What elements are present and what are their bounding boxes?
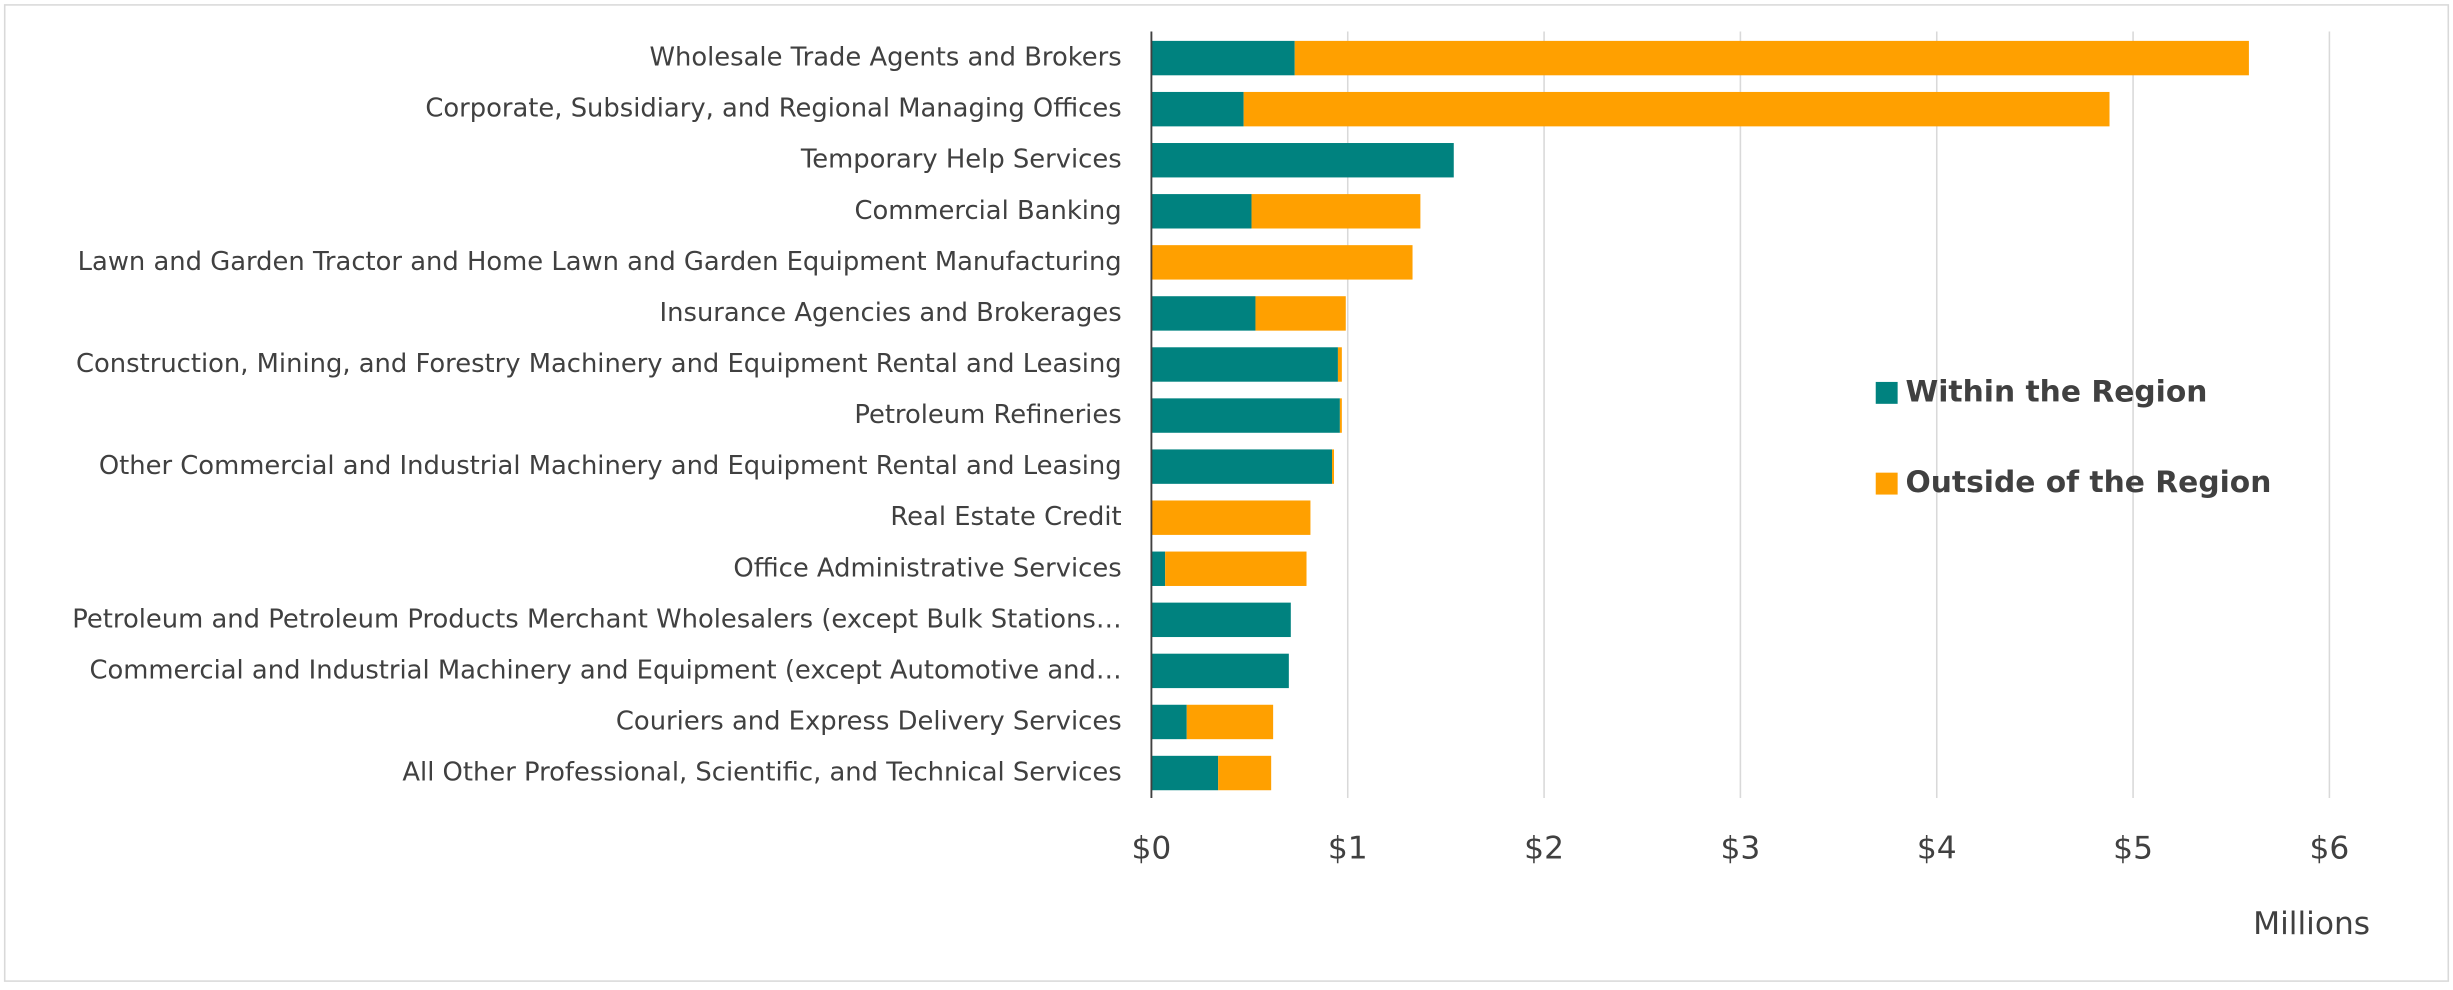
bar [1151, 194, 1252, 229]
bar [1243, 91, 2110, 127]
bar [1151, 296, 1256, 331]
bar [1151, 500, 1311, 535]
x-tick-label: $2 [1524, 831, 1564, 867]
y-tick-label: Corporate, Subsidiary, and Regional Mana… [425, 94, 1121, 124]
x-tick-label: $5 [2113, 831, 2153, 867]
y-tick-label: All Other Professional, Scientific, and … [402, 758, 1121, 788]
bar [1151, 347, 1338, 382]
y-tick-label: Temporary Help Services [800, 145, 1122, 175]
x-tick-label: $0 [1132, 831, 1172, 867]
y-tick-label: Commercial Banking [854, 196, 1121, 226]
bar [1151, 755, 1219, 791]
legend-label: Outside of the Region [1905, 465, 2271, 500]
y-tick-label: Petroleum and Petroleum Products Merchan… [72, 604, 1121, 634]
bar [1339, 398, 1342, 433]
bar [1151, 449, 1333, 484]
y-tick-label: Insurance Agencies and Brokerages [660, 298, 1122, 328]
bar [1151, 143, 1454, 178]
bar [1151, 704, 1187, 740]
bar [1332, 449, 1334, 484]
y-tick-label: Petroleum Refineries [854, 400, 1121, 430]
y-tick-label: Office Administrative Services [733, 553, 1121, 583]
bar [1151, 40, 1295, 76]
bar [1151, 551, 1166, 586]
y-tick-label: Wholesale Trade Agents and Brokers [649, 43, 1121, 73]
y-tick-label: Lawn and Garden Tractor and Home Lawn an… [78, 247, 1122, 277]
bar [1151, 398, 1340, 433]
x-tick-label: $4 [1917, 831, 1957, 867]
x-axis-label: Millions [2253, 906, 2370, 942]
bar [1186, 704, 1274, 740]
legend-swatch [1875, 472, 1898, 495]
x-tick-label: $6 [2310, 831, 2350, 867]
bar [1294, 40, 2249, 76]
y-tick-label: Construction, Mining, and Forestry Machi… [76, 349, 1122, 379]
bar [1218, 755, 1272, 791]
bar [1251, 194, 1421, 229]
x-tick-label: $3 [1721, 831, 1761, 867]
x-tick-label: $1 [1328, 831, 1368, 867]
bar [1151, 653, 1289, 689]
bar [1151, 245, 1413, 280]
bar [1151, 602, 1291, 638]
legend-label: Within the Region [1905, 374, 2207, 409]
legend-swatch [1875, 381, 1898, 404]
bar [1151, 91, 1244, 127]
bar [1255, 296, 1346, 331]
y-tick-label: Couriers and Express Delivery Services [616, 706, 1122, 736]
y-tick-label: Commercial and Industrial Machinery and … [89, 655, 1121, 685]
bar [1165, 551, 1307, 586]
y-tick-label: Real Estate Credit [890, 502, 1121, 532]
y-tick-label: Other Commercial and Industrial Machiner… [99, 451, 1122, 481]
bar [1337, 347, 1342, 382]
